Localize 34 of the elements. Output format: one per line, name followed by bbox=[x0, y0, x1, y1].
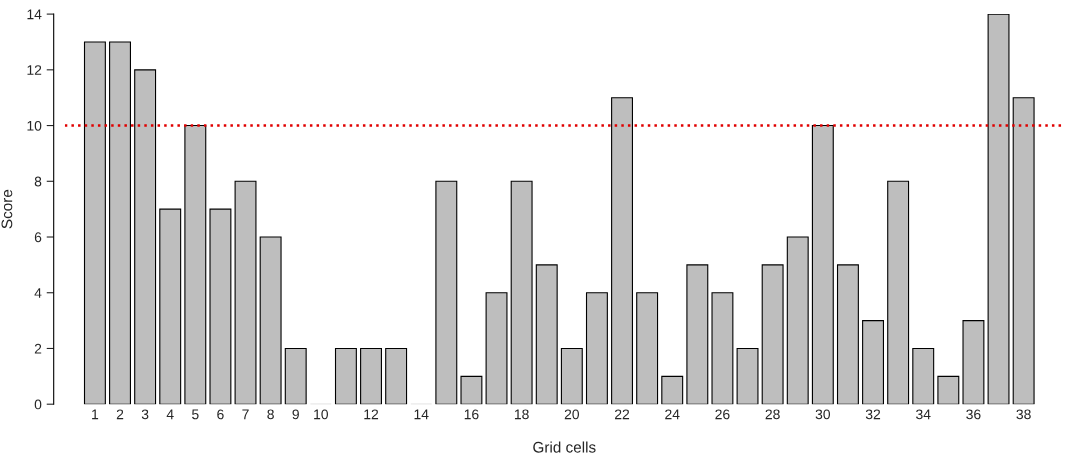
x-tick-label: 22 bbox=[615, 409, 630, 420]
y-tick-label: 8 bbox=[34, 176, 42, 187]
x-tick-label: 3 bbox=[141, 409, 149, 420]
x-tick-label: 32 bbox=[865, 409, 881, 420]
x-tick-label: 16 bbox=[464, 409, 479, 420]
x-tick-label: 5 bbox=[192, 409, 199, 420]
y-tick-label: 12 bbox=[27, 65, 42, 75]
y-tick-label: 6 bbox=[34, 232, 42, 243]
x-tick-label: 2 bbox=[116, 409, 124, 420]
x-tick-label: 6 bbox=[217, 409, 224, 420]
x-tick-label: 36 bbox=[966, 409, 981, 420]
x-tick-label: 8 bbox=[267, 409, 274, 420]
x-tick-label: 7 bbox=[242, 409, 249, 420]
x-tick-label: 10 bbox=[314, 409, 329, 420]
x-tick-label: 28 bbox=[765, 409, 780, 420]
y-axis-title: Score bbox=[1, 189, 13, 229]
y-tick-label: 2 bbox=[34, 343, 42, 354]
x-tick-label: 1 bbox=[92, 409, 99, 420]
x-tick-label: 20 bbox=[564, 409, 580, 420]
x-tick-label: 12 bbox=[364, 409, 379, 420]
y-tick-label: 10 bbox=[27, 120, 42, 131]
x-tick-label: 38 bbox=[1016, 409, 1031, 420]
x-tick-label: 4 bbox=[166, 409, 174, 420]
x-tick-label: 9 bbox=[292, 409, 299, 420]
x-tick-label: 24 bbox=[665, 409, 680, 420]
x-tick-label: 30 bbox=[815, 409, 831, 420]
y-tick-label: 14 bbox=[27, 9, 42, 20]
x-tick-label: 14 bbox=[414, 409, 429, 420]
y-tick-label: 0 bbox=[34, 399, 42, 410]
x-axis-title: Grid cells bbox=[533, 441, 596, 453]
x-tick-label: 26 bbox=[715, 409, 730, 420]
y-tick-label: 4 bbox=[34, 288, 42, 298]
x-tick-label: 34 bbox=[916, 409, 931, 420]
x-tick-label: 18 bbox=[514, 409, 529, 420]
